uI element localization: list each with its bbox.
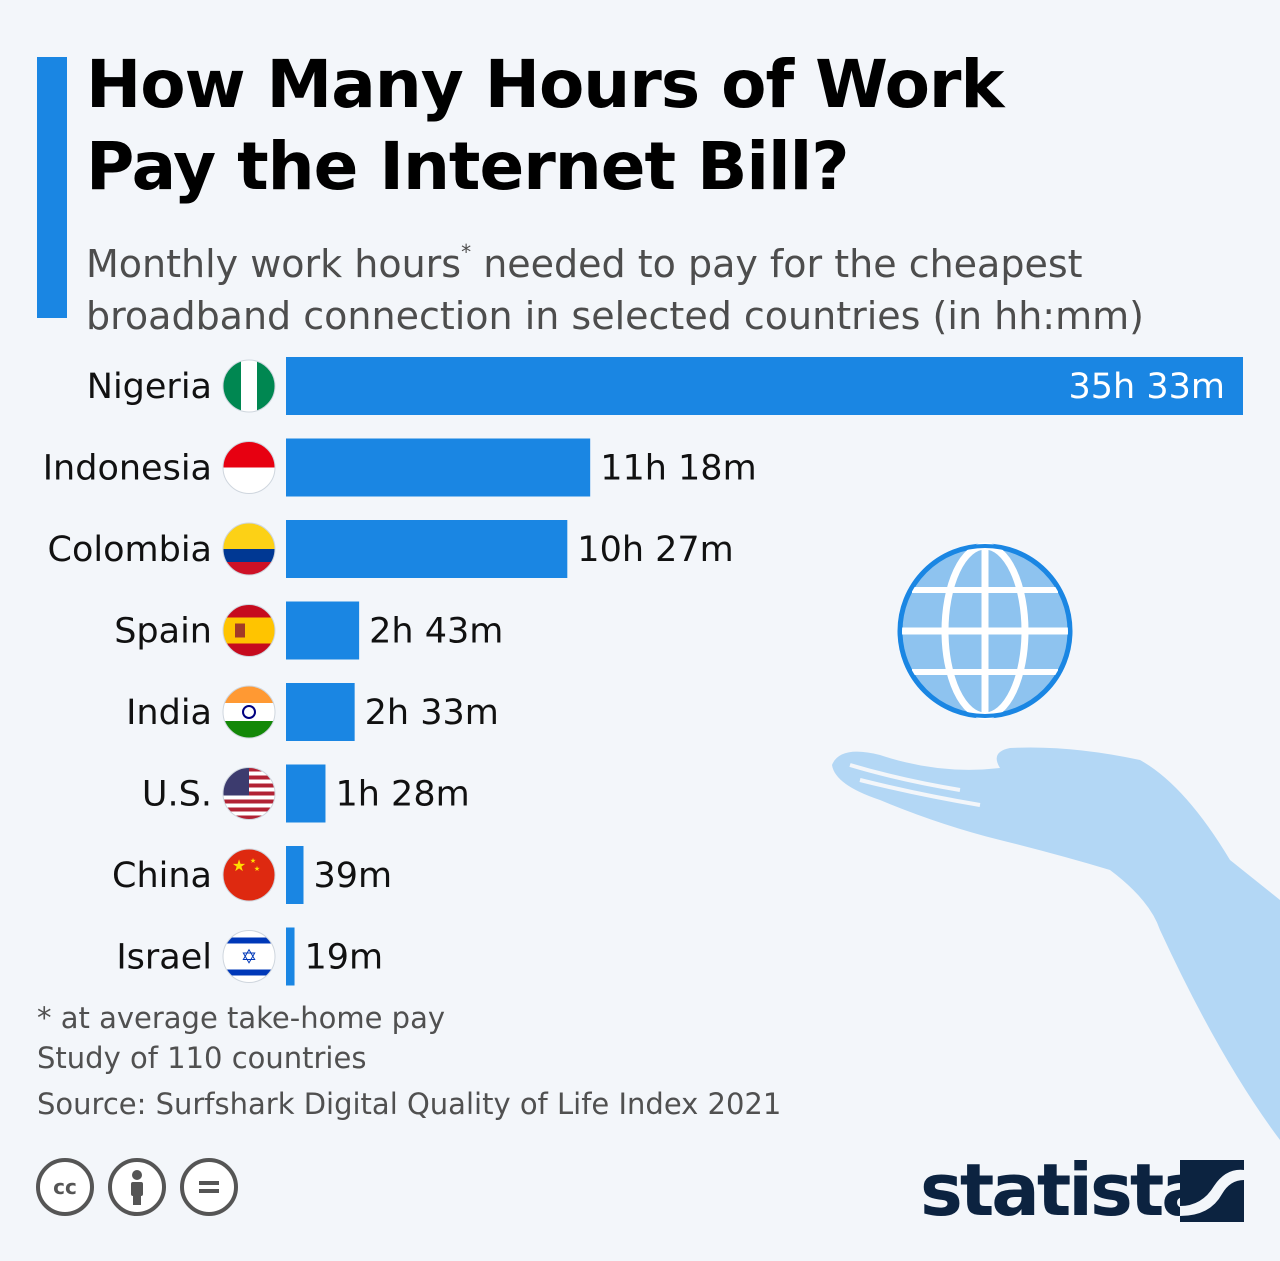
- subtitle-part-1: Monthly work hours: [86, 242, 462, 286]
- footnotes: * at average take-home pay Study of 110 …: [37, 998, 781, 1124]
- subtitle-asterisk: *: [461, 240, 472, 264]
- bars-layer: Nigeria 35h 33m Indonesia 11h 18m Colombia 10…: [43, 357, 1243, 986]
- israel-flag-icon: ✡: [222, 930, 276, 983]
- hand-icon: [832, 747, 1280, 1140]
- bar-spain: [286, 601, 360, 660]
- nd-icon[interactable]: [180, 1158, 238, 1216]
- svg-text:★: ★: [232, 856, 246, 875]
- by-icon[interactable]: [108, 1158, 166, 1216]
- cc-icon[interactable]: cc: [36, 1158, 94, 1216]
- value-label-india: 2h 33m: [365, 693, 499, 733]
- category-label-nigeria: Nigeria: [87, 367, 212, 407]
- value-label-us: 1h 28m: [335, 775, 469, 815]
- svg-text:★: ★: [250, 857, 256, 865]
- value-label-israel: 19m: [305, 938, 384, 978]
- license-icons: cc: [36, 1158, 238, 1216]
- value-label-spain: 2h 43m: [369, 612, 503, 652]
- title-line-1: How Many Hours of Work: [86, 46, 1004, 123]
- value-label-colombia: 10h 27m: [577, 530, 733, 570]
- statista-logo-text: statista: [920, 1148, 1210, 1232]
- bar-chart: Nigeria 35h 33m Indonesia 11h 18m Colombia 10…: [43, 357, 1243, 986]
- us-flag-icon: [222, 767, 276, 820]
- category-label-spain: Spain: [114, 612, 212, 652]
- value-label-china: 39m: [313, 856, 392, 896]
- chart-subtitle: Monthly work hours* needed to pay for th…: [86, 226, 1236, 342]
- colombia-flag-icon: [222, 522, 276, 576]
- statista-logo-icon: [1180, 1160, 1244, 1222]
- svg-text:cc: cc: [53, 1175, 77, 1199]
- footnote-source: Source: Surfshark Digital Quality of Lif…: [37, 1087, 782, 1121]
- footnote-asterisk: * at average take-home pay: [37, 1001, 445, 1035]
- category-label-india: India: [126, 693, 212, 733]
- category-label-colombia: Colombia: [48, 530, 212, 570]
- china-flag-icon: ★ ★★: [222, 848, 276, 902]
- value-label-indonesia: 11h 18m: [600, 449, 756, 489]
- spain-flag-icon: [222, 604, 276, 657]
- svg-text:★: ★: [254, 865, 260, 873]
- subtitle-part-2: needed to pay for the cheapest broadband…: [86, 242, 1144, 338]
- title-accent-bar: [37, 57, 67, 318]
- category-label-israel: Israel: [116, 938, 212, 978]
- category-label-china: China: [112, 856, 212, 896]
- bar-india: [286, 683, 355, 741]
- bar-china: [286, 846, 304, 904]
- globe-icon: [897, 542, 1073, 720]
- bar-colombia: [286, 520, 568, 578]
- india-flag-icon: [222, 685, 276, 739]
- footnote-study: Study of 110 countries: [37, 1041, 367, 1075]
- chart-title: How Many Hours of Work Pay the Internet …: [86, 44, 1236, 208]
- title-line-2: Pay the Internet Bill?: [86, 128, 850, 205]
- bar-nigeria: [286, 357, 1243, 415]
- bar-us: [286, 764, 326, 823]
- category-label-us: U.S.: [142, 775, 212, 815]
- bar-indonesia: [286, 438, 591, 497]
- value-label-nigeria: 35h 33m: [1069, 367, 1225, 407]
- category-label-indonesia: Indonesia: [43, 449, 212, 489]
- nigeria-flag-icon: [222, 359, 276, 413]
- bar-israel: [286, 927, 295, 986]
- indonesia-flag-icon: [222, 441, 276, 494]
- svg-text:✡: ✡: [241, 945, 258, 969]
